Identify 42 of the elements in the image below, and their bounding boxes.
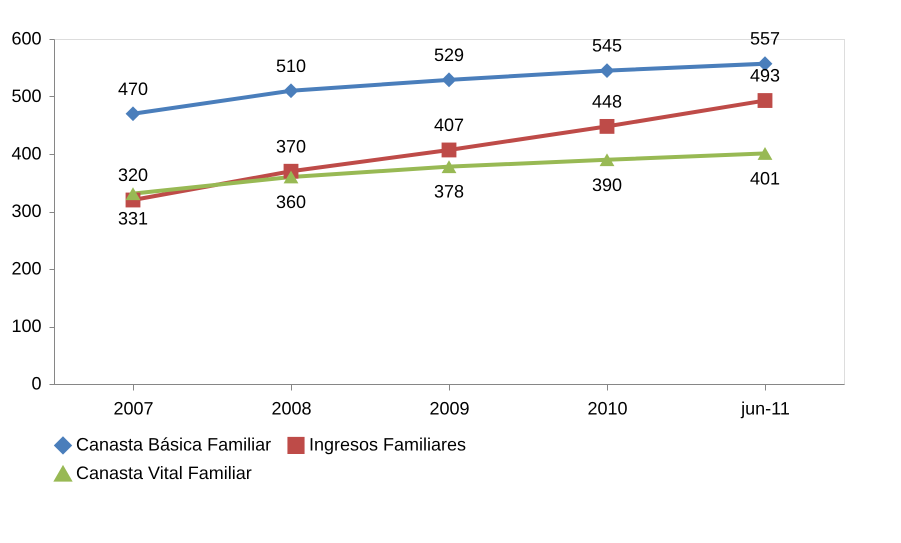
data-label: 557 (750, 28, 780, 49)
data-label: 401 (750, 168, 780, 188)
y-tick-label: 400 (11, 144, 42, 164)
data-label: 545 (592, 36, 622, 56)
x-tick-label: 2008 (271, 398, 312, 418)
legend-label: Canasta Básica Familiar (76, 434, 272, 454)
data-label: 360 (276, 192, 306, 212)
data-label: 390 (592, 174, 622, 195)
data-label: 529 (434, 44, 464, 65)
point (758, 147, 772, 160)
legend-label: Canasta Vital Familiar (76, 463, 252, 483)
y-tick-label: 0 (31, 374, 42, 394)
data-label: 370 (276, 136, 306, 156)
legend-label: Ingresos Familiares (309, 434, 466, 454)
point (600, 63, 614, 78)
data-label: 470 (118, 78, 148, 99)
point (600, 153, 614, 166)
data-label: 493 (750, 66, 780, 86)
point (600, 118, 614, 134)
point (126, 106, 140, 122)
data-label: 331 (118, 208, 148, 229)
point (126, 187, 140, 200)
point (758, 93, 772, 108)
y-tick-label: 200 (11, 258, 42, 278)
y-tick-label: 100 (11, 316, 42, 336)
x-tick-label: 2009 (429, 398, 470, 418)
point (442, 142, 456, 158)
data-label: 320 (118, 165, 148, 185)
data-label: 448 (592, 91, 622, 112)
x-tick-label: 2010 (587, 398, 628, 418)
data-label: 510 (276, 56, 306, 76)
point (284, 170, 298, 184)
y-tick-label: 300 (11, 201, 42, 221)
data-label: 378 (434, 182, 464, 202)
data-label: 407 (434, 114, 464, 135)
x-tick-label: 2007 (113, 398, 154, 418)
y-tick-label: 500 (11, 86, 42, 106)
point (442, 160, 456, 174)
x-tick-label: jun-11 (740, 398, 790, 418)
y-tick-label: 600 (11, 28, 42, 48)
point (442, 72, 456, 88)
point (284, 83, 298, 98)
